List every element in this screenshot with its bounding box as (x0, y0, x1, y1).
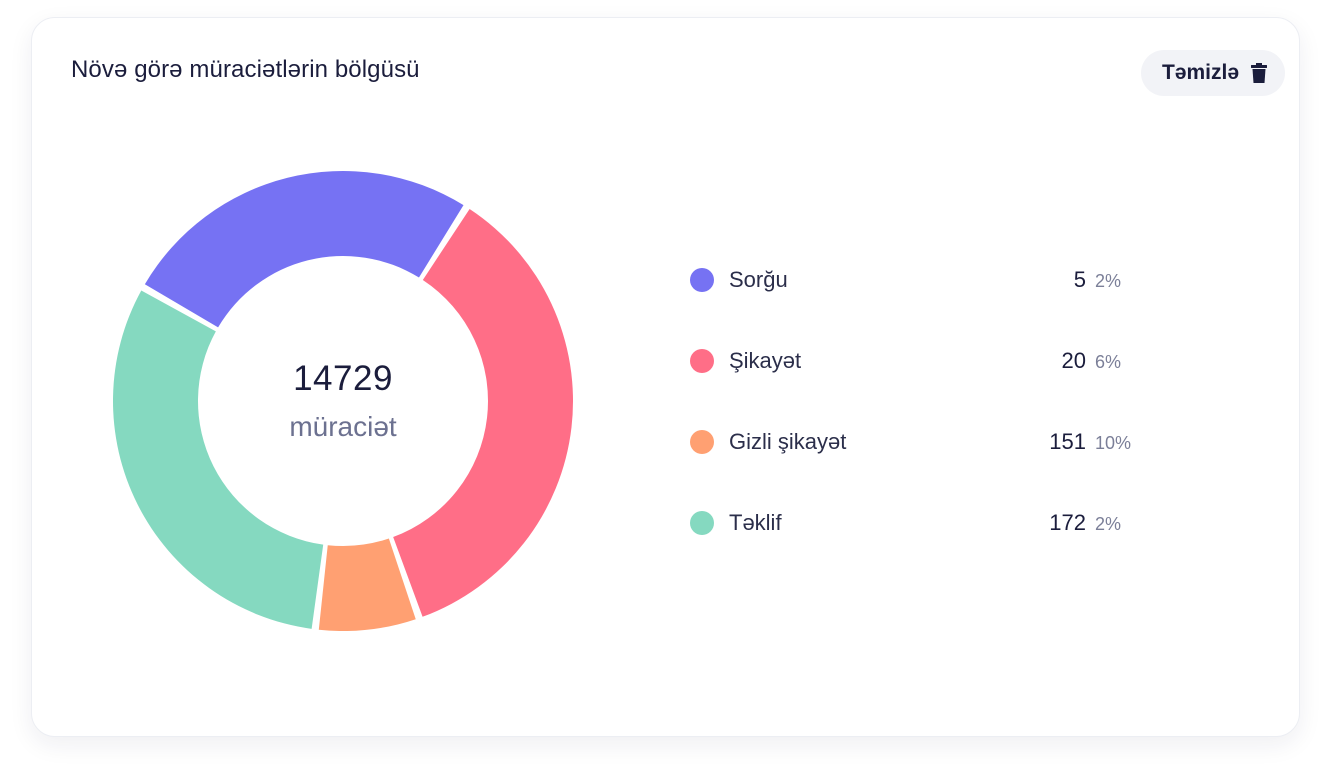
total-unit: müraciət (289, 411, 397, 442)
legend-label: Təklif (729, 510, 782, 535)
chart-legend: Sorğu 5 2% Şikayət 20 6% Gizli şikayət 151 10% Tə… (689, 261, 1132, 585)
clear-button[interactable]: Təmizlə (1140, 50, 1285, 96)
legend-dot (690, 349, 714, 373)
donut-slice-4[interactable] (112, 290, 324, 629)
legend-percent: 2% (1095, 271, 1122, 291)
donut-svg (112, 171, 573, 631)
legend-item[interactable]: Şikayət 20 6% (689, 342, 1129, 380)
legend-value: 172 (1049, 510, 1086, 535)
donut-slice-1[interactable] (144, 171, 464, 328)
distribution-card: Növə görə müraciətlərin bölgüsü Təmizlə … (31, 17, 1300, 737)
donut-slice-2[interactable] (393, 208, 573, 617)
legend-item[interactable]: Gizli şikayət 151 10% (689, 423, 1132, 461)
donut-chart: 14729 müraciət (112, 171, 573, 631)
legend-dot (690, 430, 714, 454)
clear-button-label: Təmizlə (1161, 61, 1239, 84)
trash-icon (1251, 63, 1267, 83)
legend-value: 151 (1049, 429, 1086, 454)
total-count: 14729 (293, 359, 393, 398)
legend-item[interactable]: Sorğu 5 2% (689, 261, 1129, 299)
legend-dot (690, 268, 714, 292)
card-title: Növə görə müraciətlərin bölgüsü (71, 56, 420, 83)
legend-label: Şikayət (729, 348, 802, 373)
legend-label: Gizli şikayət (729, 429, 847, 454)
legend-percent: 6% (1095, 352, 1122, 372)
legend-label: Sorğu (729, 267, 788, 292)
legend-value: 20 (1061, 348, 1086, 373)
legend-dot (690, 511, 714, 535)
donut-slice-3[interactable] (318, 538, 416, 631)
legend-item[interactable]: Təklif 172 2% (689, 504, 1129, 542)
legend-percent: 10% (1095, 433, 1132, 453)
legend-value: 5 (1073, 267, 1086, 292)
legend-percent: 2% (1095, 514, 1122, 534)
